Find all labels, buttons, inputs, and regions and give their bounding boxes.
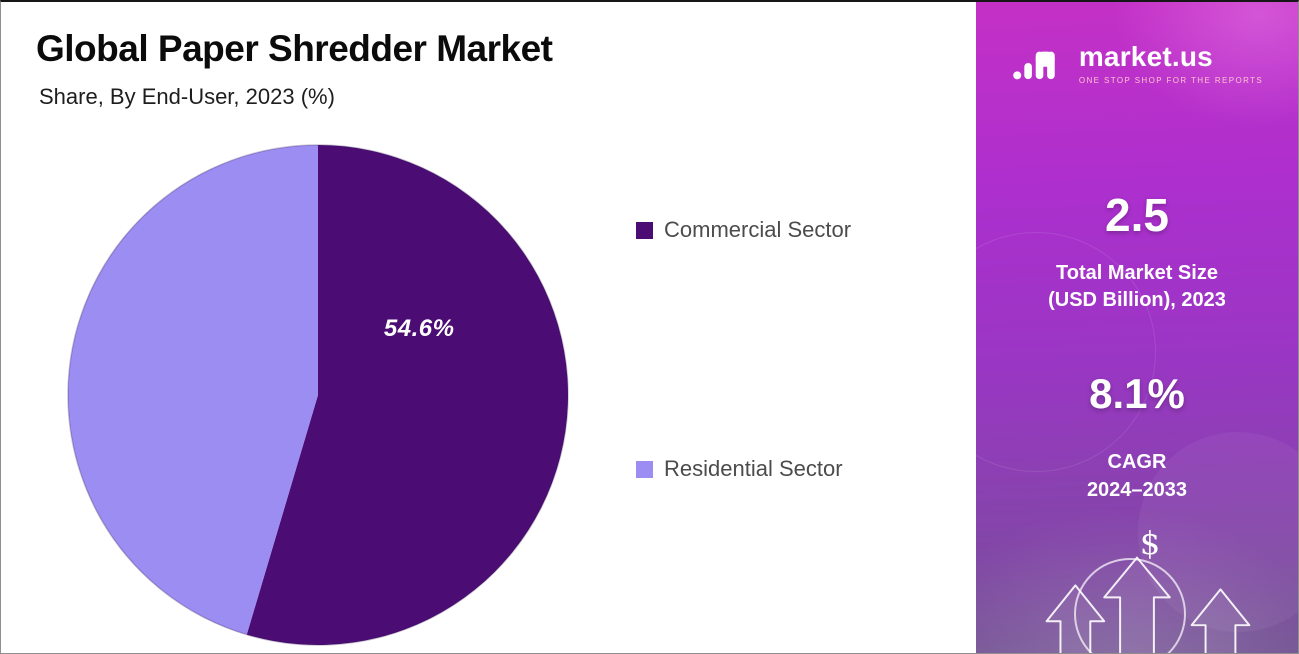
market-size-value: 2.5 bbox=[1105, 189, 1169, 241]
page-title: Global Paper Shredder Market bbox=[36, 28, 553, 69]
legend-label-commercial: Commercial Sector bbox=[664, 217, 852, 242]
dollar-circle-outline bbox=[1074, 558, 1186, 653]
legend-swatch-commercial bbox=[636, 221, 653, 239]
cagr-label: CAGR 2024–2033 bbox=[1086, 451, 1188, 501]
chart-subtitle: Share, By End-User, 2023 (%) bbox=[39, 84, 335, 109]
brand-panel: market.us ONE STOP SHOP FOR THE REPORTS … bbox=[976, 2, 1298, 653]
logo-name: market.us bbox=[1078, 41, 1213, 72]
market-us-logo-icon bbox=[1013, 51, 1055, 80]
pie-slice-label: 54.6% bbox=[383, 315, 455, 343]
chart-section: Global Paper Shredder Market Share, By E… bbox=[1, 2, 968, 653]
dollar-icon: $ bbox=[1139, 524, 1161, 562]
market-us-logo: market.us ONE STOP SHOP FOR THE REPORTS bbox=[976, 41, 1298, 85]
pie-chart-svg bbox=[67, 144, 569, 646]
pie-chart: 54.6% bbox=[65, 142, 571, 648]
logo-tagline: ONE STOP SHOP FOR THE REPORTS bbox=[1078, 75, 1264, 85]
legend-swatch-residential bbox=[636, 460, 653, 478]
legend-item-commercial: Commercial Sector bbox=[636, 217, 851, 243]
cagr-value: 8.1% bbox=[1089, 370, 1185, 417]
legend-item-residential: Residential Sector bbox=[636, 456, 843, 482]
growth-arrows-icon bbox=[1045, 556, 1251, 653]
legend-label-residential: Residential Sector bbox=[664, 456, 843, 481]
market-size-label: Total Market Size (USD Billion), 2023 bbox=[1048, 262, 1226, 311]
